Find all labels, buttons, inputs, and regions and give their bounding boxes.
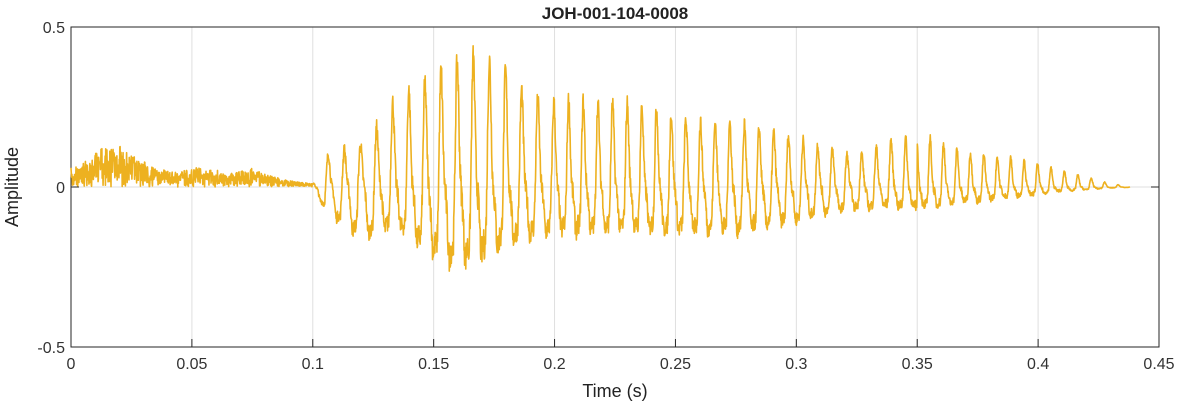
x-tick-label: 0.35 [902, 356, 933, 373]
x-tick-label: 0.4 [1027, 356, 1049, 373]
waveform-series-line [70, 44, 1131, 272]
y-tick-label: -0.5 [37, 340, 65, 357]
x-tick-label: 0.2 [543, 356, 565, 373]
x-axis-label: Time (s) [582, 381, 647, 401]
y-tick-label: 0.5 [43, 20, 65, 37]
x-tick-label: 0.1 [302, 356, 324, 373]
y-axis-ticks: -0.5 0 0.5 [37, 20, 79, 357]
x-tick-label: 0.45 [1143, 356, 1174, 373]
x-tick-label: 0.25 [660, 356, 691, 373]
chart-title: JOH-001-104-0008 [542, 4, 688, 23]
x-tick-label: 0.05 [176, 356, 207, 373]
x-tick-label: 0.3 [785, 356, 807, 373]
x-axis-ticks: 0 0.05 0.1 0.15 0.2 0.25 0.3 0.35 0.4 0.45 [67, 339, 1175, 373]
x-tick-label: 0 [67, 356, 76, 373]
x-tick-label: 0.15 [418, 356, 449, 373]
y-tick-label: 0 [56, 180, 65, 197]
y-axis-label: Amplitude [2, 147, 22, 227]
